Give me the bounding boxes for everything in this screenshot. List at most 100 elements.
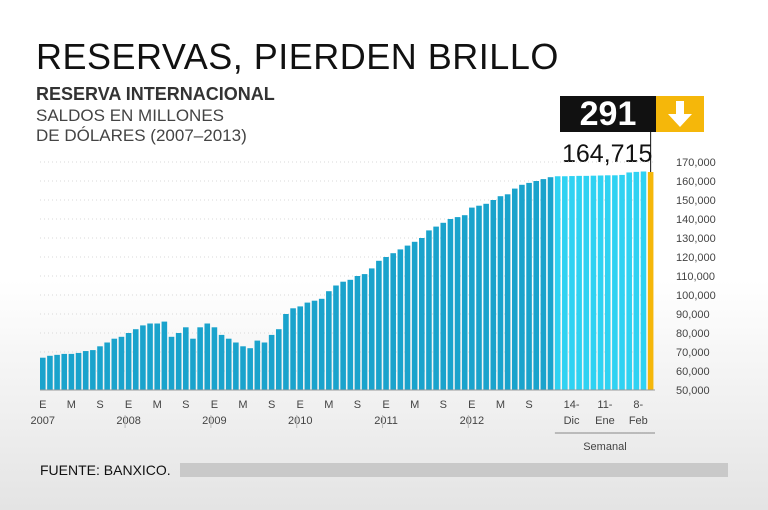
last-value-label: 164,715: [562, 140, 653, 168]
x-month-label: S: [525, 399, 532, 411]
bar: [469, 207, 475, 390]
bar: [175, 333, 182, 390]
bar: [68, 353, 75, 390]
y-tick-label: 70,000: [676, 347, 710, 359]
bar: [547, 177, 554, 390]
bar: [290, 308, 296, 390]
bar: [640, 171, 647, 390]
bar: [540, 179, 547, 390]
bar: [61, 353, 68, 390]
bar: [147, 323, 153, 390]
bar: [154, 323, 160, 390]
change-badge: 291: [560, 96, 656, 132]
x-month-label: M: [67, 399, 76, 411]
bar: [204, 323, 211, 390]
bar: [183, 327, 189, 390]
bar: [647, 172, 654, 390]
x-month-label: M: [324, 399, 333, 411]
x-weekly-tick: 8-: [633, 399, 643, 411]
x-axis: E M S E M S E M S E M S E M S E M S 2007 2008 2009 2010 2011 20…: [31, 132, 655, 453]
bar: [604, 175, 611, 390]
units-line-1: SALDOS EN MILLONES: [36, 106, 225, 125]
bar: [597, 175, 604, 390]
bar: [562, 176, 568, 390]
bar: [211, 327, 218, 390]
bar: [240, 346, 246, 390]
units-line-2: DE DÓLARES (2007–2013): [36, 126, 247, 145]
y-tick-label: 80,000: [676, 328, 710, 340]
bar: [361, 274, 368, 390]
bar: [569, 176, 575, 390]
bar: [397, 249, 404, 390]
weekly-label: Semanal: [583, 441, 626, 453]
bar: [490, 200, 497, 390]
x-year-label: 2012: [460, 415, 484, 427]
down-arrow-icon: [656, 96, 704, 132]
bar: [583, 175, 590, 390]
bar: [97, 346, 103, 390]
bar: [433, 226, 439, 390]
bar: [104, 342, 110, 390]
bar: [168, 336, 175, 390]
bar: [576, 175, 582, 390]
bar: [111, 338, 118, 390]
x-year-label: 2009: [202, 415, 226, 427]
bar: [347, 279, 354, 390]
x-year-label: 2008: [116, 415, 140, 427]
bar: [90, 350, 96, 390]
x-month-label: S: [440, 399, 447, 411]
chart-title: RESERVAS, PIERDEN BRILLO: [36, 36, 559, 77]
bar: [440, 222, 447, 390]
bar: [225, 338, 232, 390]
bar: [75, 352, 82, 390]
x-month-label: E: [297, 399, 304, 411]
bar: [318, 298, 325, 390]
bar: [161, 321, 168, 390]
x-month-label: M: [153, 399, 162, 411]
bar: [340, 281, 346, 390]
bar: [376, 260, 382, 390]
bar: [47, 355, 53, 390]
bar: [197, 327, 203, 390]
bar: [254, 340, 261, 390]
bar: [633, 171, 640, 390]
y-tick-label: 140,000: [676, 214, 716, 226]
bar: [190, 338, 196, 390]
bar: [233, 342, 239, 390]
y-tick-label: 50,000: [676, 385, 710, 397]
x-month-label: E: [382, 399, 389, 411]
bar: [132, 329, 139, 390]
x-weekly-tick: Ene: [595, 415, 615, 427]
y-tick-label: 150,000: [676, 195, 716, 207]
x-month-label: M: [410, 399, 419, 411]
x-month-label: M: [238, 399, 247, 411]
bar: [411, 241, 418, 390]
chart-subtitle: RESERVA INTERNACIONAL: [36, 84, 275, 104]
bar: [368, 268, 375, 390]
bar: [268, 334, 275, 390]
x-weekly-tick: Dic: [564, 415, 580, 427]
y-tick-label: 130,000: [676, 233, 716, 245]
bar: [383, 257, 389, 390]
bar: [311, 300, 318, 390]
x-month-label: S: [268, 399, 275, 411]
bar: [497, 196, 504, 390]
x-month-label: S: [96, 399, 103, 411]
bar: [283, 314, 289, 390]
bar: [404, 245, 411, 390]
bar: [261, 342, 268, 390]
x-weekly-tick: 14-: [564, 399, 580, 411]
bar: [504, 194, 511, 390]
bar: [275, 329, 282, 390]
bar: [447, 219, 454, 390]
x-year-label: 2010: [288, 415, 312, 427]
x-year-label: 2011: [374, 415, 398, 427]
bar: [218, 334, 225, 390]
units-caption: SALDOS EN MILLONES DE DÓLARES (2007–2013…: [36, 106, 336, 146]
x-month-label: E: [468, 399, 475, 411]
y-tick-label: 100,000: [676, 290, 716, 302]
x-year-label: 2007: [31, 415, 55, 427]
x-month-label: E: [211, 399, 218, 411]
bar: [326, 291, 332, 390]
